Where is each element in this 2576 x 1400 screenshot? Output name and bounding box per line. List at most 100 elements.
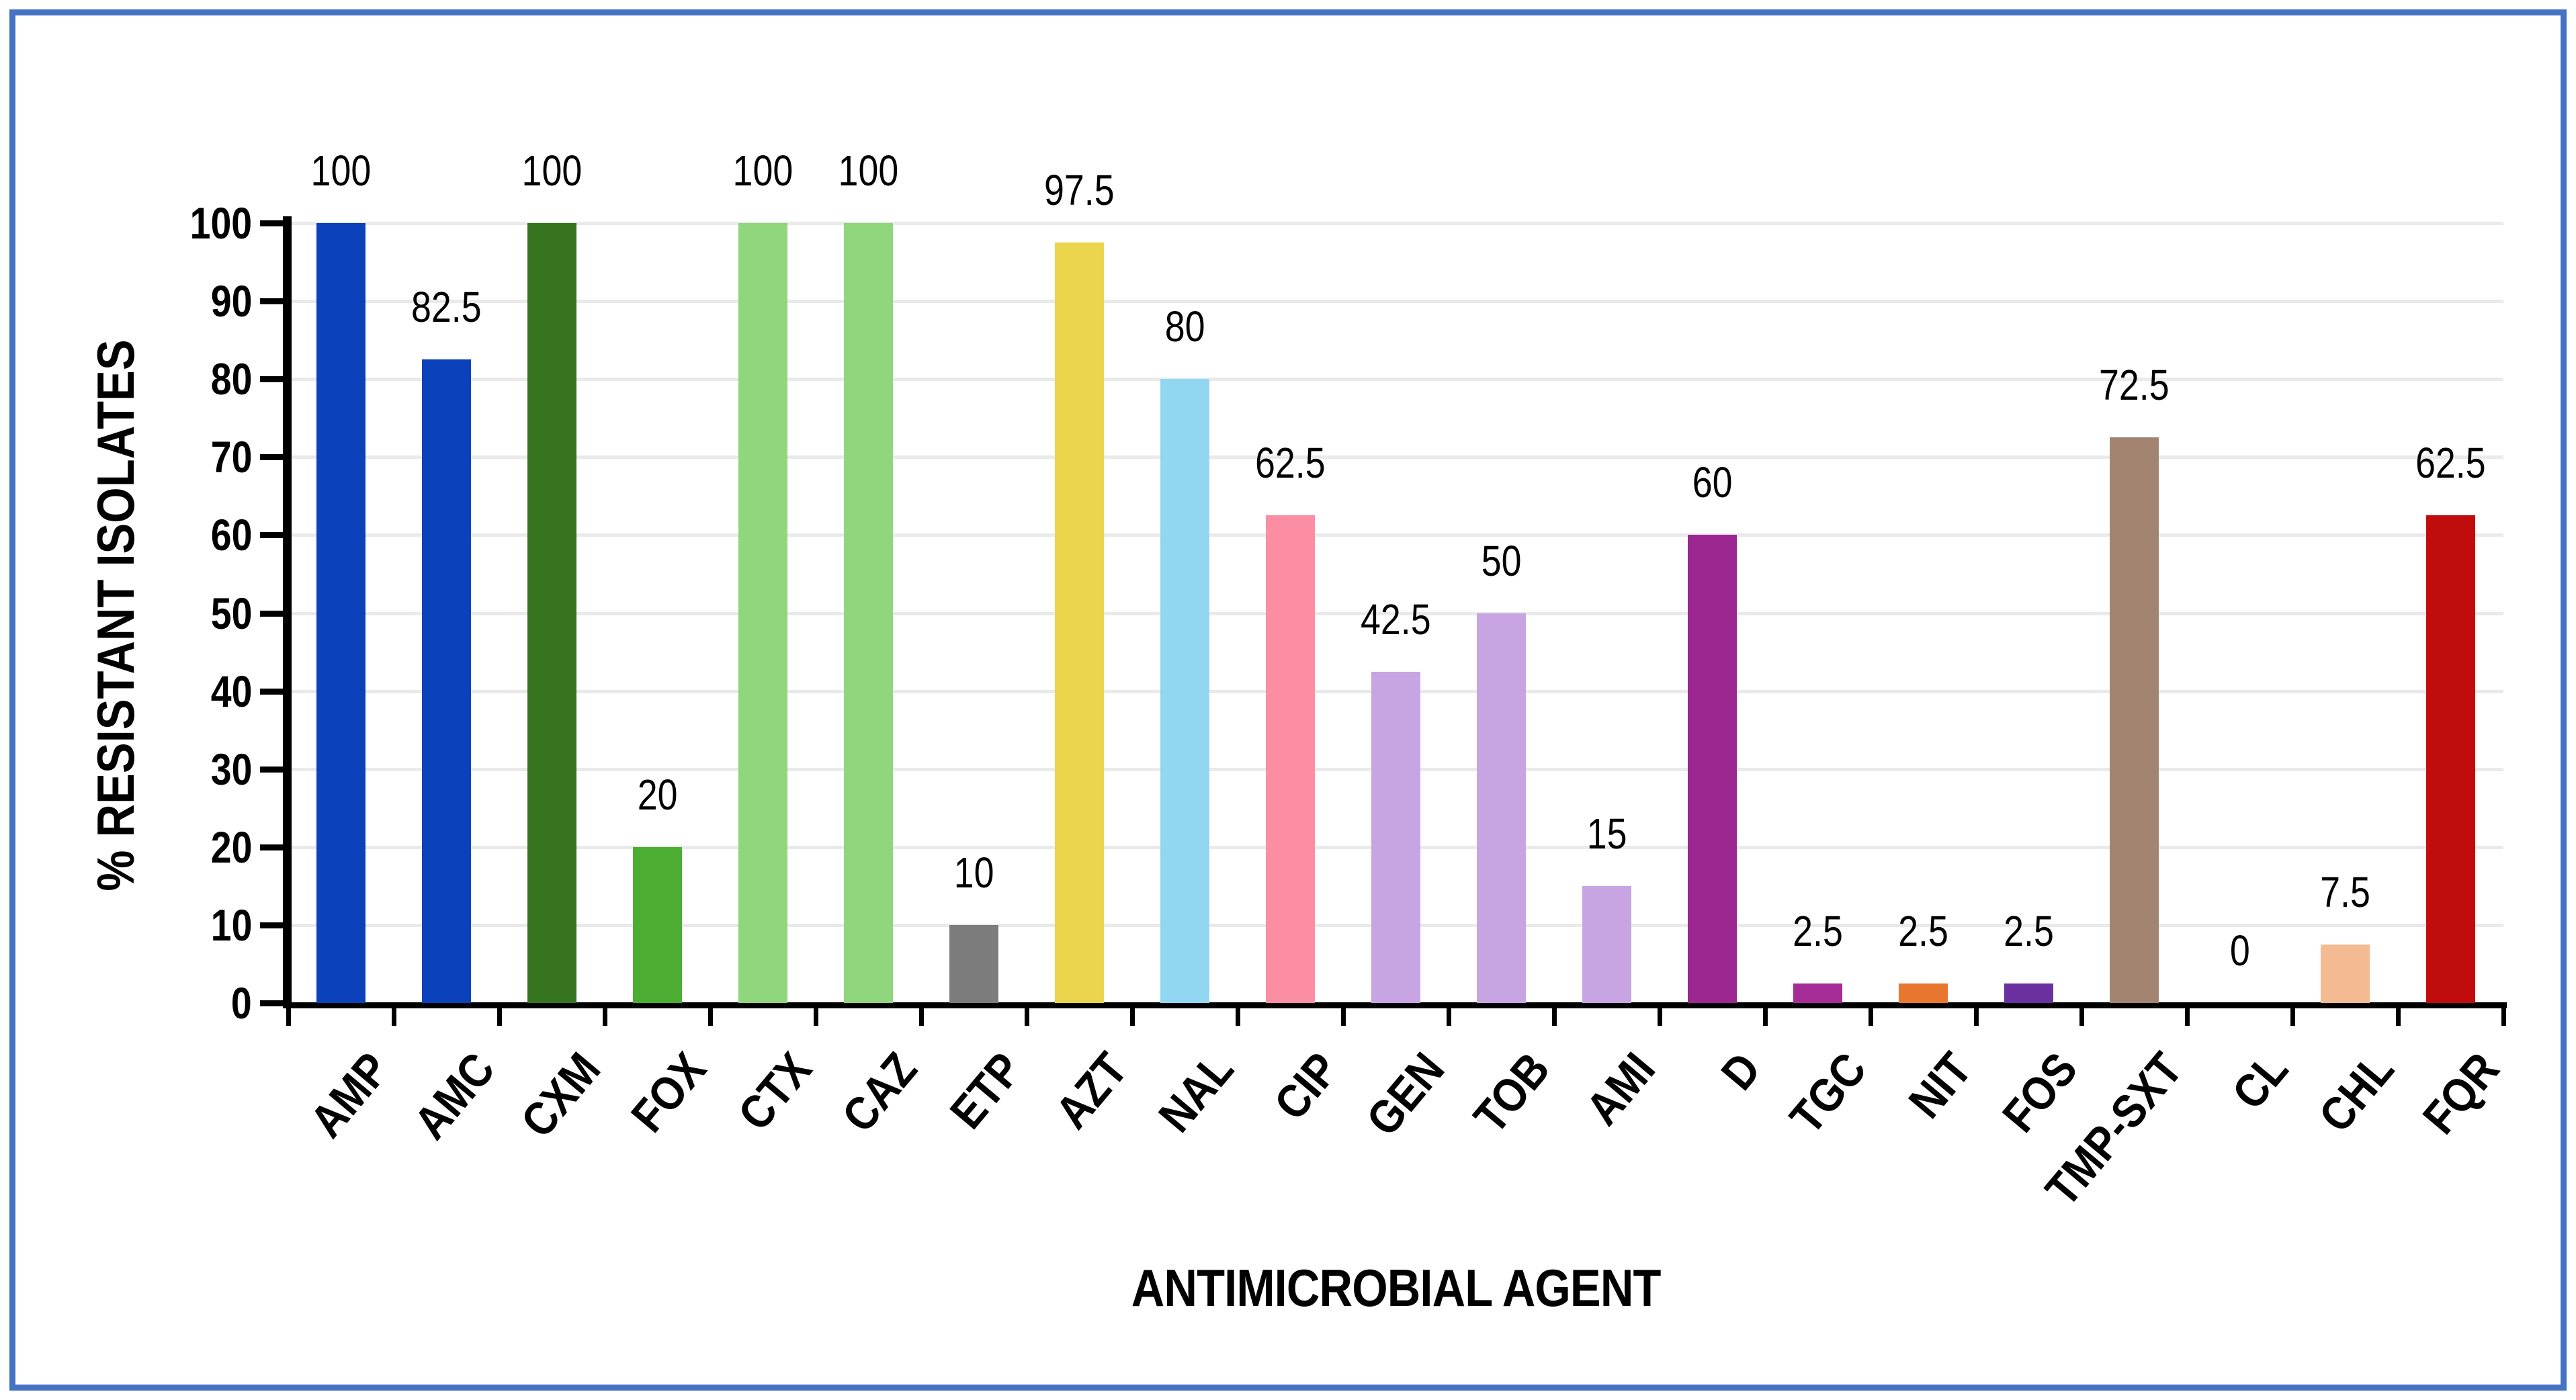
x-tick-10	[1341, 1008, 1346, 1026]
gridline-100	[292, 222, 2503, 225]
x-tick-label-AZT: AZT	[1045, 1043, 1138, 1139]
x-tick-label-D: D	[1711, 1043, 1771, 1100]
gridline-50	[292, 611, 2503, 615]
value-label-text: 15	[1586, 809, 1627, 858]
y-tick-40	[260, 688, 283, 695]
y-tick-label-text: 80	[210, 354, 252, 404]
x-tick-label-GEN: GEN	[1356, 1043, 1455, 1145]
y-tick-10	[260, 922, 283, 928]
gridline-70	[292, 455, 2503, 460]
value-label-text: 42.5	[1361, 595, 1431, 644]
bar-CHL	[2321, 944, 2370, 1003]
y-tick-30	[260, 766, 283, 773]
value-label-AZT: 97.5	[992, 169, 1167, 212]
bar-FOX	[633, 846, 682, 1003]
bar-AZT	[1055, 243, 1104, 1003]
value-label-CXM: 100	[465, 149, 640, 192]
value-label-text: 82.5	[411, 283, 482, 332]
y-tick-label-text: 60	[210, 510, 252, 560]
y-tick-label-90: 90	[71, 279, 252, 323]
value-label-text: 62.5	[2415, 439, 2486, 488]
x-tick-label-FQR: FQR	[2412, 1043, 2509, 1144]
value-label-text: 80	[1164, 302, 1205, 351]
value-label-NIT: 2.5	[1836, 910, 2011, 953]
y-tick-label-text: 70	[210, 432, 252, 482]
y-tick-label-50: 50	[71, 591, 252, 636]
value-label-text: 100	[310, 146, 372, 195]
y-tick-100	[260, 220, 283, 226]
x-tick-label-ETP: ETP	[940, 1043, 1033, 1139]
y-tick-70	[260, 454, 283, 461]
x-tick-8	[1130, 1008, 1135, 1026]
y-tick-label-text: 50	[210, 588, 252, 638]
x-axis-title: ANTIMICROBIAL AGENT	[1131, 1258, 1662, 1317]
value-label-text: 2.5	[2004, 906, 2054, 955]
x-tick-7	[1025, 1008, 1029, 1026]
x-tick-15	[1869, 1008, 1873, 1026]
x-tick-label-AMP: AMP	[300, 1043, 400, 1147]
y-tick-90	[260, 298, 283, 305]
y-tick-label-text: 100	[189, 198, 252, 248]
x-tick-12	[1552, 1008, 1557, 1026]
value-label-TMP-SXT: 72.5	[2047, 363, 2222, 406]
bar-AMP	[316, 223, 366, 1003]
x-tick-label-FOS: FOS	[1992, 1043, 2088, 1142]
x-axis-line	[283, 1002, 2507, 1008]
value-label-AMI: 15	[1520, 812, 1694, 855]
y-tick-label-100: 100	[71, 201, 252, 245]
x-tick-0	[286, 1008, 291, 1026]
value-label-text: 20	[637, 770, 678, 819]
bar-AMI	[1582, 885, 1631, 1003]
x-tick-label-TOB: TOB	[1463, 1043, 1560, 1143]
y-axis-line	[283, 216, 292, 1008]
bar-GEN	[1371, 671, 1420, 1003]
bar-CAZ	[844, 223, 893, 1003]
value-label-text: 72.5	[2099, 361, 2170, 410]
value-label-text: 100	[521, 146, 583, 195]
y-tick-label-text: 40	[210, 666, 252, 716]
x-tick-21	[2501, 1008, 2506, 1026]
value-label-GEN: 42.5	[1309, 598, 1484, 641]
value-label-FQR: 62.5	[2364, 441, 2538, 484]
y-tick-label-text: 10	[210, 900, 252, 950]
bar-FQR	[2426, 515, 2475, 1003]
x-tick-20	[2396, 1008, 2401, 1026]
y-tick-80	[260, 376, 283, 383]
x-tick-label-CTX: CTX	[728, 1043, 822, 1140]
x-tick-6	[919, 1008, 924, 1026]
value-label-CAZ: 100	[781, 149, 956, 192]
y-tick-label-text: 90	[210, 276, 252, 326]
x-tick-4	[708, 1008, 713, 1026]
y-tick-60	[260, 532, 283, 539]
x-tick-label-CL: CL	[2222, 1043, 2299, 1119]
x-tick-label-CXM: CXM	[511, 1043, 611, 1147]
y-tick-label-30: 30	[71, 747, 252, 791]
gridline-60	[292, 533, 2503, 537]
x-tick-label-TGC: TGC	[1779, 1043, 1877, 1144]
bar-D	[1688, 535, 1737, 1003]
x-tick-9	[1236, 1008, 1240, 1026]
x-tick-14	[1763, 1008, 1768, 1026]
y-tick-label-80: 80	[71, 357, 252, 401]
y-tick-0	[260, 1000, 283, 1006]
value-label-D: 60	[1625, 461, 1800, 504]
y-tick-50	[260, 610, 283, 617]
bar-ETP	[949, 924, 998, 1003]
x-tick-17	[2079, 1008, 2084, 1026]
x-tick-2	[497, 1008, 502, 1026]
value-label-text: 7.5	[2320, 867, 2370, 916]
x-tick-label-NAL: NAL	[1148, 1043, 1244, 1142]
x-tick-11	[1447, 1008, 1451, 1026]
y-tick-20	[260, 844, 283, 850]
y-tick-label-text: 20	[210, 822, 252, 872]
y-tick-label-0: 0	[71, 981, 252, 1025]
x-tick-5	[814, 1008, 818, 1026]
value-label-text: 100	[732, 146, 793, 195]
y-tick-label-70: 70	[71, 435, 252, 479]
value-label-text: 100	[838, 146, 899, 195]
x-tick-label-AMI: AMI	[1576, 1043, 1666, 1135]
value-label-text: 2.5	[1898, 906, 1948, 955]
y-tick-label-text: 0	[231, 978, 252, 1028]
bar-TMP-SXT	[2110, 437, 2159, 1003]
bar-FOS	[2004, 983, 2053, 1003]
